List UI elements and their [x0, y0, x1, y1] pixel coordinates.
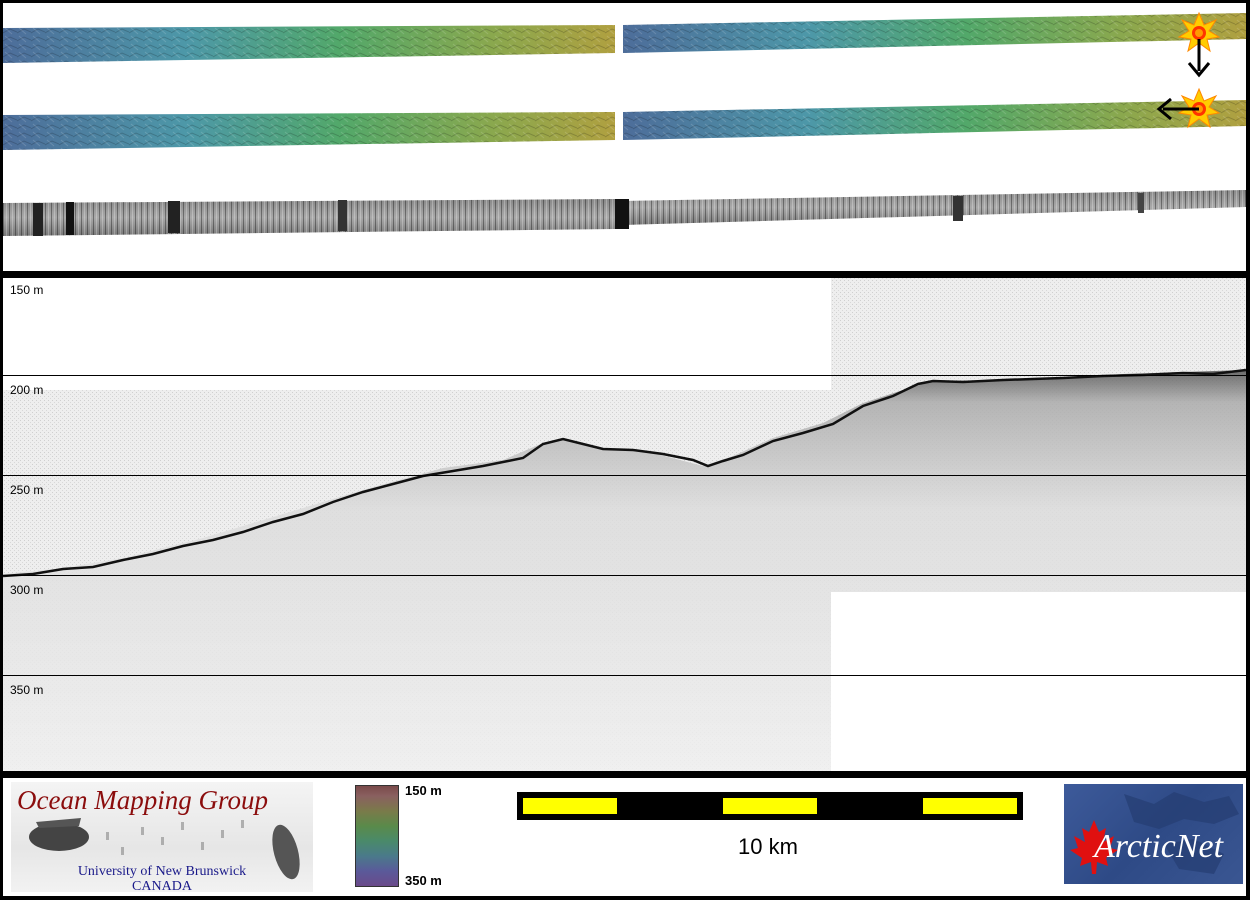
depth-label-200: 200 m: [10, 383, 44, 397]
colorbar-top-label: 150 m: [405, 783, 442, 798]
arrow-down-icon: [1187, 39, 1211, 78]
swath-panel: [3, 3, 1246, 271]
depth-colorbar: [355, 785, 399, 887]
depth-profile-panel: 150 m 200 m 250 m 300 m 350 m: [3, 278, 1246, 771]
depth-gridline: [3, 475, 1246, 476]
depth-label-150: 150 m: [10, 283, 44, 297]
arrow-left-icon: [1156, 97, 1199, 121]
logo-university: University of New Brunswick: [77, 864, 247, 879]
depth-label-250: 250 m: [10, 483, 44, 497]
arcticnet-logo: ArcticNet: [1064, 784, 1243, 884]
logo-title: Ocean Mapping Group: [17, 785, 268, 815]
depth-gridline: [3, 375, 1246, 376]
colorbar-bottom-label: 350 m: [405, 873, 442, 888]
profile-image: [3, 278, 1246, 771]
legend-panel: Ocean Mapping Group University of New Br…: [3, 778, 1246, 896]
scale-bar-label: 10 km: [738, 834, 798, 859]
swath-strips: [3, 11, 1246, 236]
maple-leaf-icon: [1070, 820, 1118, 874]
backscatter-strip: [3, 190, 1246, 236]
arcticnet-map-art: [1070, 792, 1239, 874]
bathymetry-strip-2: [3, 100, 1246, 150]
bathymetry-strip-1: [3, 13, 1246, 63]
logo-country: CANADA: [132, 879, 192, 892]
arcticnet-wordmark: ArcticNet: [1094, 828, 1224, 865]
depth-label-350: 350 m: [10, 683, 44, 697]
depth-gridline: [3, 675, 1246, 676]
ocean-mapping-group-logo: Ocean Mapping Group University of New Br…: [11, 782, 313, 892]
depth-label-300: 300 m: [10, 583, 44, 597]
depth-gridline: [3, 575, 1246, 576]
logo-background-art: [29, 818, 300, 880]
scale-bar: [517, 792, 1023, 820]
